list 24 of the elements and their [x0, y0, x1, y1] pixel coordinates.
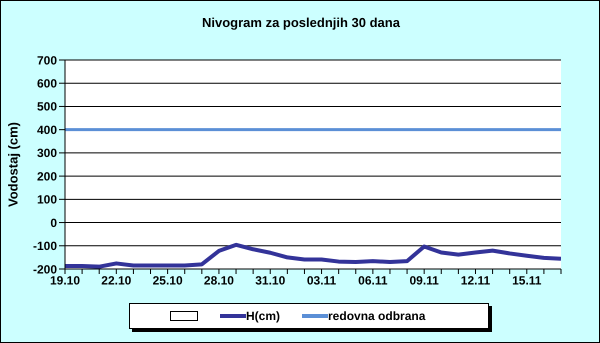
x-tick-label: 19.10 — [50, 274, 80, 288]
legend-label: redovna odbrana — [327, 309, 426, 323]
x-tick-label: 06.11 — [358, 274, 388, 288]
x-tick-label: 28.10 — [204, 274, 234, 288]
chart-title: Nivogram za poslednjih 30 dana — [201, 15, 401, 30]
legend-label: H(cm) — [245, 309, 280, 323]
y-tick-label: -200 — [32, 262, 58, 276]
y-tick-label: 0 — [50, 216, 58, 230]
y-tick-label: 400 — [36, 122, 58, 137]
y-axis-title: Vodostaj (cm) — [6, 122, 21, 207]
y-tick-label: 300 — [36, 146, 58, 160]
x-tick-label: 25.10 — [152, 274, 183, 288]
y-tick-label: 700 — [36, 53, 58, 68]
x-tick-label: 15.11 — [512, 274, 542, 288]
y-tick-label: -100 — [32, 239, 58, 254]
x-tick-label: 12.11 — [460, 274, 490, 288]
x-tick-label: 03.11 — [306, 274, 337, 288]
x-tick-label: 09.11 — [409, 274, 440, 288]
y-tick-label: 200 — [36, 169, 58, 184]
y-tick-label: 500 — [36, 100, 58, 114]
x-tick-label: 22.10 — [101, 274, 132, 288]
y-tick-label: 100 — [36, 192, 58, 207]
x-tick-label: 31.10 — [255, 274, 286, 288]
y-tick-label: 600 — [36, 76, 58, 90]
